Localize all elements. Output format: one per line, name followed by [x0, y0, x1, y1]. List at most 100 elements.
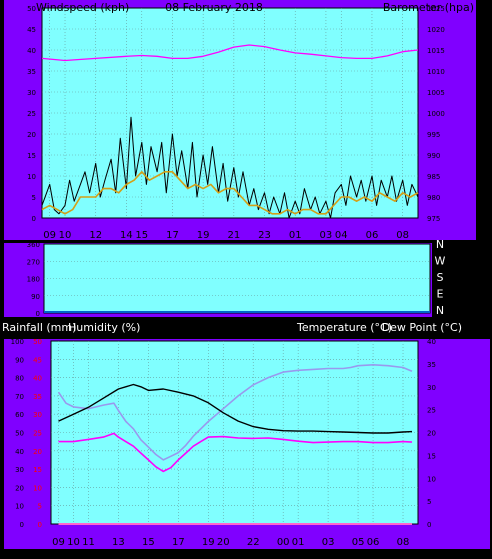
y-tick-label: 15	[33, 466, 42, 474]
y-tick-label: 0	[20, 521, 24, 529]
y-tick-label: 20	[427, 430, 436, 438]
x-tick-label: 21	[227, 230, 240, 241]
y-tick-label: 5	[38, 503, 42, 511]
x-tick-label: 06	[366, 230, 379, 241]
y-tick-label: 50	[15, 430, 24, 438]
compass-letter: W	[435, 255, 446, 268]
y-tick-label: 25	[33, 430, 42, 438]
y-tick-label: 10	[15, 503, 24, 511]
x-tick-label: 17	[172, 537, 185, 548]
x-tick-label: 19	[197, 230, 210, 241]
y-tick-label: 180	[27, 276, 40, 284]
y-tick-label: 40	[427, 338, 436, 346]
dewpoint-line	[58, 432, 413, 473]
x-tick-label: 01	[289, 230, 302, 241]
y-tick-label: 35	[427, 361, 436, 369]
y-tick-label: 5	[427, 498, 431, 506]
y-tick-label: 90	[15, 356, 24, 364]
y-tick-label: 30	[15, 466, 24, 474]
y-tick-label: 0	[36, 310, 40, 318]
x-tick-label: 01	[292, 537, 305, 548]
y-tick-label: 0	[32, 215, 36, 223]
x-tick-label: 14	[120, 230, 133, 241]
y-tick-label: 20	[33, 448, 42, 456]
y-tick-label: 35	[27, 68, 36, 76]
x-tick-label: 23	[258, 230, 271, 241]
y-tick-label: 15	[27, 152, 36, 160]
y-tick-label: 20	[27, 131, 36, 139]
x-tick-label: 03	[322, 537, 335, 548]
x-tick-label: 10	[59, 230, 72, 241]
windspeed-label: Windspeed (kph)	[36, 1, 129, 14]
y-tick-label: 1020	[427, 26, 445, 34]
y-tick-label: 1015	[427, 47, 445, 55]
humidity-label: Humidity (%)	[68, 321, 140, 334]
x-tick-label: 13	[112, 537, 125, 548]
y-tick-label: 50	[27, 5, 36, 13]
x-tick-label: 17	[166, 230, 179, 241]
y-tick-label: 45	[33, 356, 42, 364]
compass-letter: N	[436, 238, 444, 251]
y-tick-label: 30	[27, 89, 36, 97]
temperature-line	[58, 383, 413, 434]
y-tick-label: 10	[27, 173, 36, 181]
y-tick-label: 990	[427, 152, 440, 160]
header-labels: Windspeed (kph) 08 February 2018 Baromet…	[2, 1, 474, 334]
x-tick-label: 08	[397, 537, 410, 548]
y-tick-label: 70	[15, 393, 24, 401]
x-tick-label: 04	[335, 230, 348, 241]
barometer-label: Barometer (hpa)	[383, 1, 474, 14]
y-tick-label: 30	[33, 411, 42, 419]
x-tick-label: 22	[247, 537, 260, 548]
y-tick-label: 100	[11, 338, 24, 346]
x-tick-label: 10	[67, 537, 80, 548]
y-tick-label: 985	[427, 173, 440, 181]
dewpoint-label: Dew Point (°C)	[382, 321, 462, 334]
y-tick-label: 995	[427, 131, 440, 139]
top-plot-area	[41, 7, 419, 219]
y-tick-label: 45	[27, 26, 36, 34]
compass-letter: N	[436, 304, 444, 317]
y-tick-label: 10	[427, 475, 436, 483]
y-tick-label: 60	[15, 411, 24, 419]
y-tick-label: 40	[15, 448, 24, 456]
y-tick-label: 1025	[427, 5, 445, 13]
x-tick-label: 12	[89, 230, 102, 241]
x-tick-label: 09	[52, 537, 65, 548]
x-tick-label: 00	[277, 537, 290, 548]
humidity-line	[57, 364, 413, 461]
y-tick-label: 25	[27, 110, 36, 118]
compass-letter: E	[437, 288, 444, 301]
x-tick-label: 05	[352, 537, 365, 548]
y-tick-label: 980	[427, 194, 440, 202]
temperature-humidity-chart: 0102030405060708090100051015202530354045…	[11, 338, 436, 548]
x-tick-label: 19	[202, 537, 215, 548]
x-tick-label: 03	[320, 230, 333, 241]
y-tick-label: 10	[33, 484, 42, 492]
y-tick-label: 1000	[427, 110, 445, 118]
y-tick-label: 270	[27, 258, 40, 266]
x-tick-label: 20	[217, 537, 230, 548]
x-tick-label: 11	[82, 537, 95, 548]
windspeed-line	[41, 116, 419, 219]
y-tick-label: 5	[32, 194, 36, 202]
y-tick-label: 20	[15, 484, 24, 492]
x-tick-label: 15	[135, 230, 148, 241]
x-tick-label: 15	[142, 537, 155, 548]
barometer-line	[41, 44, 419, 62]
y-tick-label: 30	[427, 384, 436, 392]
x-tick-label: 09	[43, 230, 56, 241]
y-tick-label: 40	[33, 375, 42, 383]
temperature-label: Temperature (°C)	[296, 321, 392, 334]
y-tick-label: 50	[33, 338, 42, 346]
y-tick-label: 0	[427, 521, 431, 529]
y-tick-label: 80	[15, 375, 24, 383]
compass-letter: S	[437, 271, 444, 284]
x-tick-label: 06	[367, 537, 380, 548]
y-tick-label: 1010	[427, 68, 445, 76]
y-tick-label: 15	[427, 452, 436, 460]
x-tick-label: 08	[396, 230, 409, 241]
